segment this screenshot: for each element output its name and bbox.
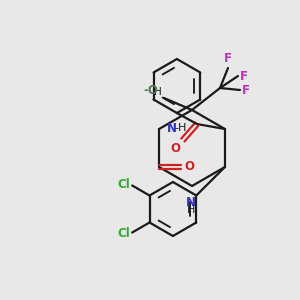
Text: O: O [184,160,194,173]
Text: Cl: Cl [118,227,130,240]
Text: H: H [187,205,195,215]
Text: H: H [154,87,162,97]
Text: F: F [242,83,250,97]
Text: F: F [240,70,248,83]
Text: -H: -H [175,123,187,133]
Text: F: F [224,52,232,65]
Text: N: N [186,196,196,209]
Text: -O: -O [143,84,158,97]
Text: Cl: Cl [118,178,130,191]
Text: N: N [167,122,177,134]
Text: O: O [170,142,180,155]
